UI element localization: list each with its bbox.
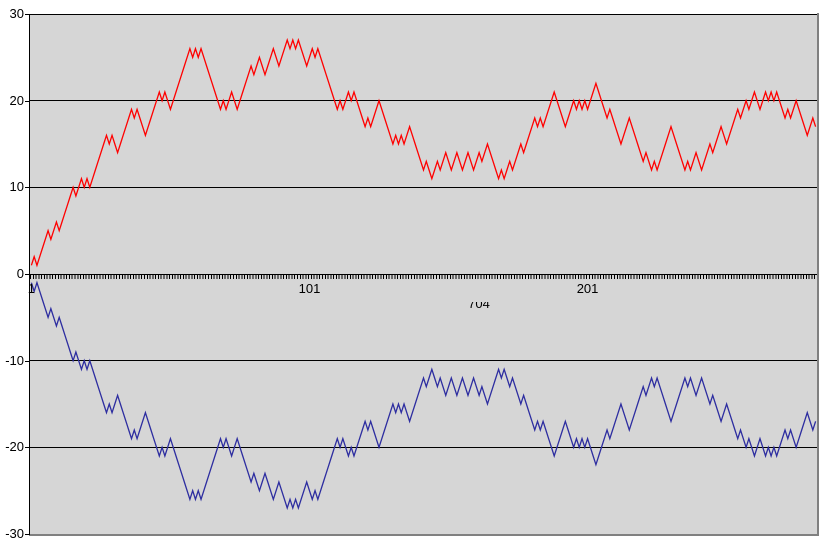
zero-axis-line — [30, 273, 817, 275]
y-axis-label: 0 — [16, 266, 24, 281]
y-axis-tick — [25, 447, 30, 449]
gridline — [30, 14, 817, 15]
y-axis-label: 30 — [9, 6, 24, 21]
series-plot-canvas — [30, 37, 817, 511]
line-series-2-blue — [30, 280, 817, 511]
plot-frame-right — [817, 13, 819, 536]
gridline — [30, 186, 817, 188]
y-axis-tick — [25, 100, 30, 102]
plot-frame-bottom — [29, 534, 819, 536]
y-axis-label: 10 — [9, 179, 24, 195]
y-axis-tick — [25, 534, 30, 535]
y-axis-tick — [25, 360, 30, 362]
x-axis-label: 101 — [298, 281, 321, 296]
y-axis-tick — [25, 187, 30, 189]
gridline — [30, 446, 817, 448]
y-axis-label: -20 — [5, 439, 24, 455]
x-axis-label: 201 — [576, 281, 599, 296]
y-axis-label: 20 — [9, 92, 24, 108]
y-axis-label: -10 — [5, 352, 24, 368]
y-axis-tick — [25, 274, 30, 275]
plot-area — [30, 14, 817, 534]
y-axis-label: -30 — [5, 526, 24, 541]
x-axis-label: 1 — [27, 281, 35, 296]
x-axis-title-clipped: 704 — [461, 302, 497, 312]
line-series-1-red — [30, 37, 817, 268]
x-axis-title-text: 704 — [468, 302, 490, 311]
y-axis-tick — [25, 14, 30, 15]
gridline — [30, 360, 817, 362]
category-tick-comb — [30, 274, 817, 279]
gridline — [30, 100, 817, 102]
